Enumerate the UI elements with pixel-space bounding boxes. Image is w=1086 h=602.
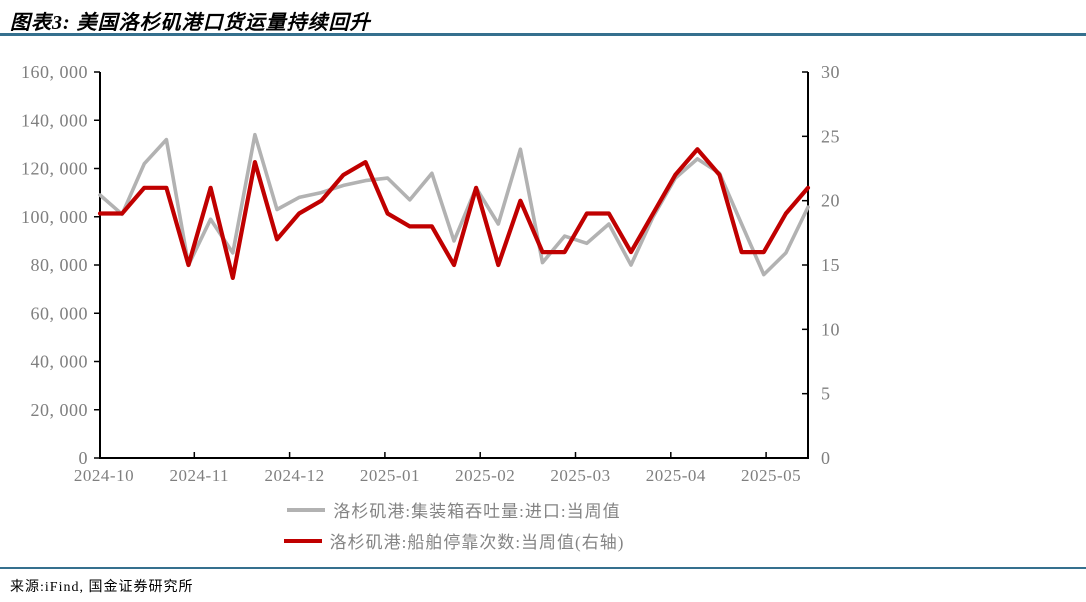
x-axis-label: 2024-12 — [265, 466, 325, 485]
chart-canvas: 0 20, 000 40, 000 60, 000 80, 000 100, 000 120… — [21, 62, 840, 485]
y-axis-right-label: 0 — [821, 448, 831, 468]
y-axis-right-label: 25 — [821, 126, 840, 146]
y-axis-left-label: 0 — [79, 448, 89, 468]
legend-item-import: 洛杉矶港:集装箱吞吐量:进口:当周值 — [100, 494, 808, 525]
y-axis-left-label: 100, 000 — [21, 207, 88, 227]
x-axis-label: 2024-11 — [170, 466, 230, 485]
y-axis-left-label: 140, 000 — [21, 110, 88, 130]
x-axis-label: 2025-05 — [741, 466, 801, 485]
x-axis-label: 2025-02 — [455, 466, 515, 485]
legend-label-import: 洛杉矶港:集装箱吞吐量:进口:当周值 — [333, 502, 621, 521]
line-import-throughput — [98, 132, 810, 277]
y-axis-left-label: 80, 000 — [31, 255, 89, 275]
source-note: 来源:iFind, 国金证券研究所 — [10, 580, 194, 595]
x-axis-label: 2024-10 — [74, 466, 134, 485]
y-axis-left-label: 160, 000 — [21, 62, 88, 82]
footer-divider — [0, 567, 1086, 569]
y-axis-left-label: 40, 000 — [31, 352, 89, 372]
chart-legend: 洛杉矶港:集装箱吞吐量:进口:当周值 洛杉矶港:船舶停靠次数:当周值(右轴) — [100, 494, 808, 556]
y-axis-left-label: 60, 000 — [31, 303, 89, 323]
y-axis-right-label: 15 — [821, 255, 840, 275]
y-axis-right-label: 30 — [821, 62, 840, 82]
legend-item-ships: 洛杉矶港:船舶停靠次数:当周值(右轴) — [100, 525, 808, 556]
legend-swatch-ships-line — [283, 538, 322, 543]
legend-label-ships: 洛杉矶港:船舶停靠次数:当周值(右轴) — [329, 533, 625, 552]
y-axis-right-label: 5 — [821, 384, 831, 404]
y-axis-left-label: 20, 000 — [31, 400, 89, 420]
chart-title: 图表3: 美国洛杉矶港口货运量持续回升 — [10, 12, 371, 34]
y-axis-right-label: 10 — [821, 319, 840, 339]
title-divider — [0, 33, 1086, 36]
legend-swatch-import-line — [287, 507, 326, 512]
x-axis-label: 2025-03 — [550, 466, 610, 485]
x-axis-label: 2025-01 — [360, 466, 420, 485]
line-ship-calls — [97, 147, 811, 280]
y-axis-right-label: 20 — [821, 191, 840, 211]
x-axis-label: 2025-04 — [646, 466, 706, 485]
y-axis-left-label: 120, 000 — [21, 159, 88, 179]
